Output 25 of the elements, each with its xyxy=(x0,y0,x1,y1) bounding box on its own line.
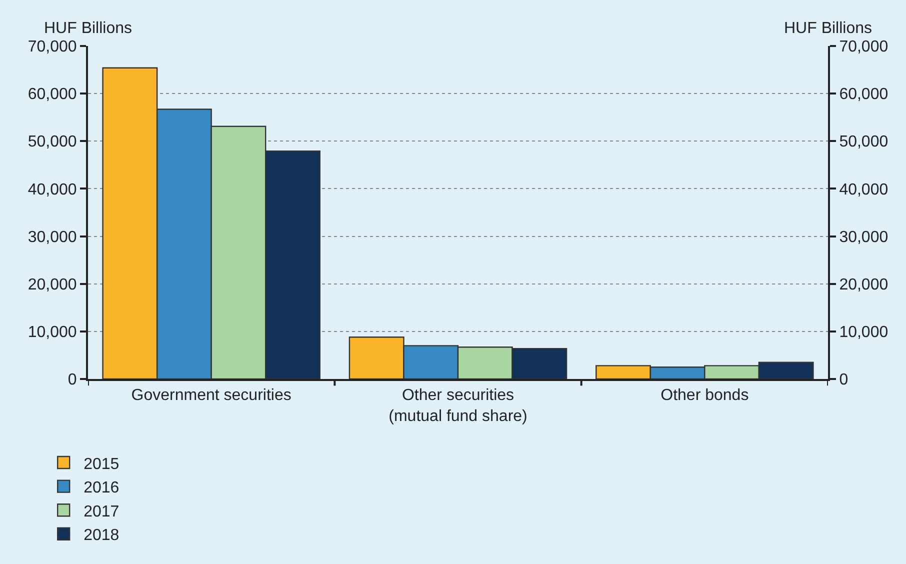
y-tick-label: 50,000 xyxy=(28,134,77,151)
y2-tick-label: 40,000 xyxy=(839,181,888,198)
x-tick-label: Other securities (mutual fund share) xyxy=(388,387,528,425)
y-tick-label: 40,000 xyxy=(28,181,77,198)
y2-tick-label: 0 xyxy=(839,372,848,389)
y2-axis-title: HUF Billions xyxy=(784,20,872,37)
y2-tick-label: 60,000 xyxy=(839,86,888,104)
y2-tick-label: 70,000 xyxy=(839,38,888,56)
y2-tick-label: 50,000 xyxy=(839,134,888,151)
y-tick-label: 20,000 xyxy=(28,276,77,294)
x-tick-label: Other bonds xyxy=(660,387,749,404)
y-tick-label: 0 xyxy=(68,372,77,389)
y2-tick-label: 30,000 xyxy=(839,228,888,246)
y2-tick-label: 10,000 xyxy=(839,324,888,342)
y-tick-label: 60,000 xyxy=(28,86,77,104)
y-tick-label: 30,000 xyxy=(28,228,77,246)
x-tick-label: Government securities xyxy=(131,387,292,404)
y-tick-label: 10,000 xyxy=(28,324,77,342)
legend-label: 2015 xyxy=(84,456,120,473)
y2-tick-label: 20,000 xyxy=(839,276,888,294)
legend-label: 2017 xyxy=(84,503,120,520)
legend-label: 2016 xyxy=(84,480,120,497)
y-axis-title: HUF Billions xyxy=(44,20,132,37)
y-tick-label: 70,000 xyxy=(28,38,77,56)
legend-label: 2018 xyxy=(84,527,120,544)
